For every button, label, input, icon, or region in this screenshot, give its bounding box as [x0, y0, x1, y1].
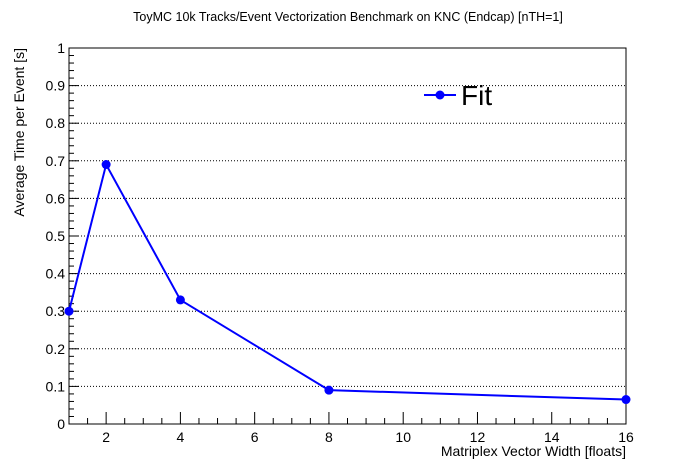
y-axis: 0 0.1 0.2 0.3 0.4 0.5 0.6 0.7 0.8 0.9 1	[46, 40, 79, 432]
x-tick-label: 8	[325, 429, 333, 445]
data-point	[101, 160, 111, 170]
y-tick-label: 0.8	[46, 115, 66, 131]
x-tick-label: 4	[177, 429, 185, 445]
y-tick-label: 0.2	[46, 341, 66, 357]
legend-label-fit: Fit	[461, 80, 492, 111]
x-axis: 2 4 6 8 10 12 14 16	[68, 412, 634, 445]
y-tick-label: 1	[57, 40, 65, 56]
y-tick-label: 0.9	[46, 78, 66, 94]
data-point	[175, 295, 185, 305]
y-tick-label: 0.6	[46, 190, 66, 206]
y-tick-label: 0.5	[46, 228, 66, 244]
series-layer	[64, 160, 631, 405]
y-tick-label: 0.4	[46, 266, 66, 282]
y-tick-label: 0.3	[46, 303, 66, 319]
data-point	[64, 306, 74, 316]
y-tick-label: 0.7	[46, 153, 66, 169]
x-tick-label: 12	[470, 429, 486, 445]
x-tick-label: 6	[251, 429, 259, 445]
x-tick-label: 2	[102, 429, 110, 445]
series-line-fit	[68, 161, 627, 401]
y-tick-label: 0	[57, 416, 65, 432]
x-tick-label: 14	[544, 429, 560, 445]
plot-frame	[68, 47, 627, 425]
data-point	[621, 395, 631, 405]
grid-lines	[69, 85, 626, 387]
chart-title: ToyMC 10k Tracks/Event Vectorization Ben…	[133, 10, 563, 24]
x-tick-label: 16	[618, 429, 634, 445]
y-tick-label: 0.1	[46, 378, 66, 394]
legend: Fit	[424, 80, 492, 111]
legend-marker	[435, 90, 445, 100]
data-point	[324, 385, 334, 395]
x-axis-title: Matriplex Vector Width [floats]	[441, 443, 626, 459]
y-axis-title: Average Time per Event [s]	[11, 48, 27, 217]
x-tick-label: 10	[395, 429, 411, 445]
